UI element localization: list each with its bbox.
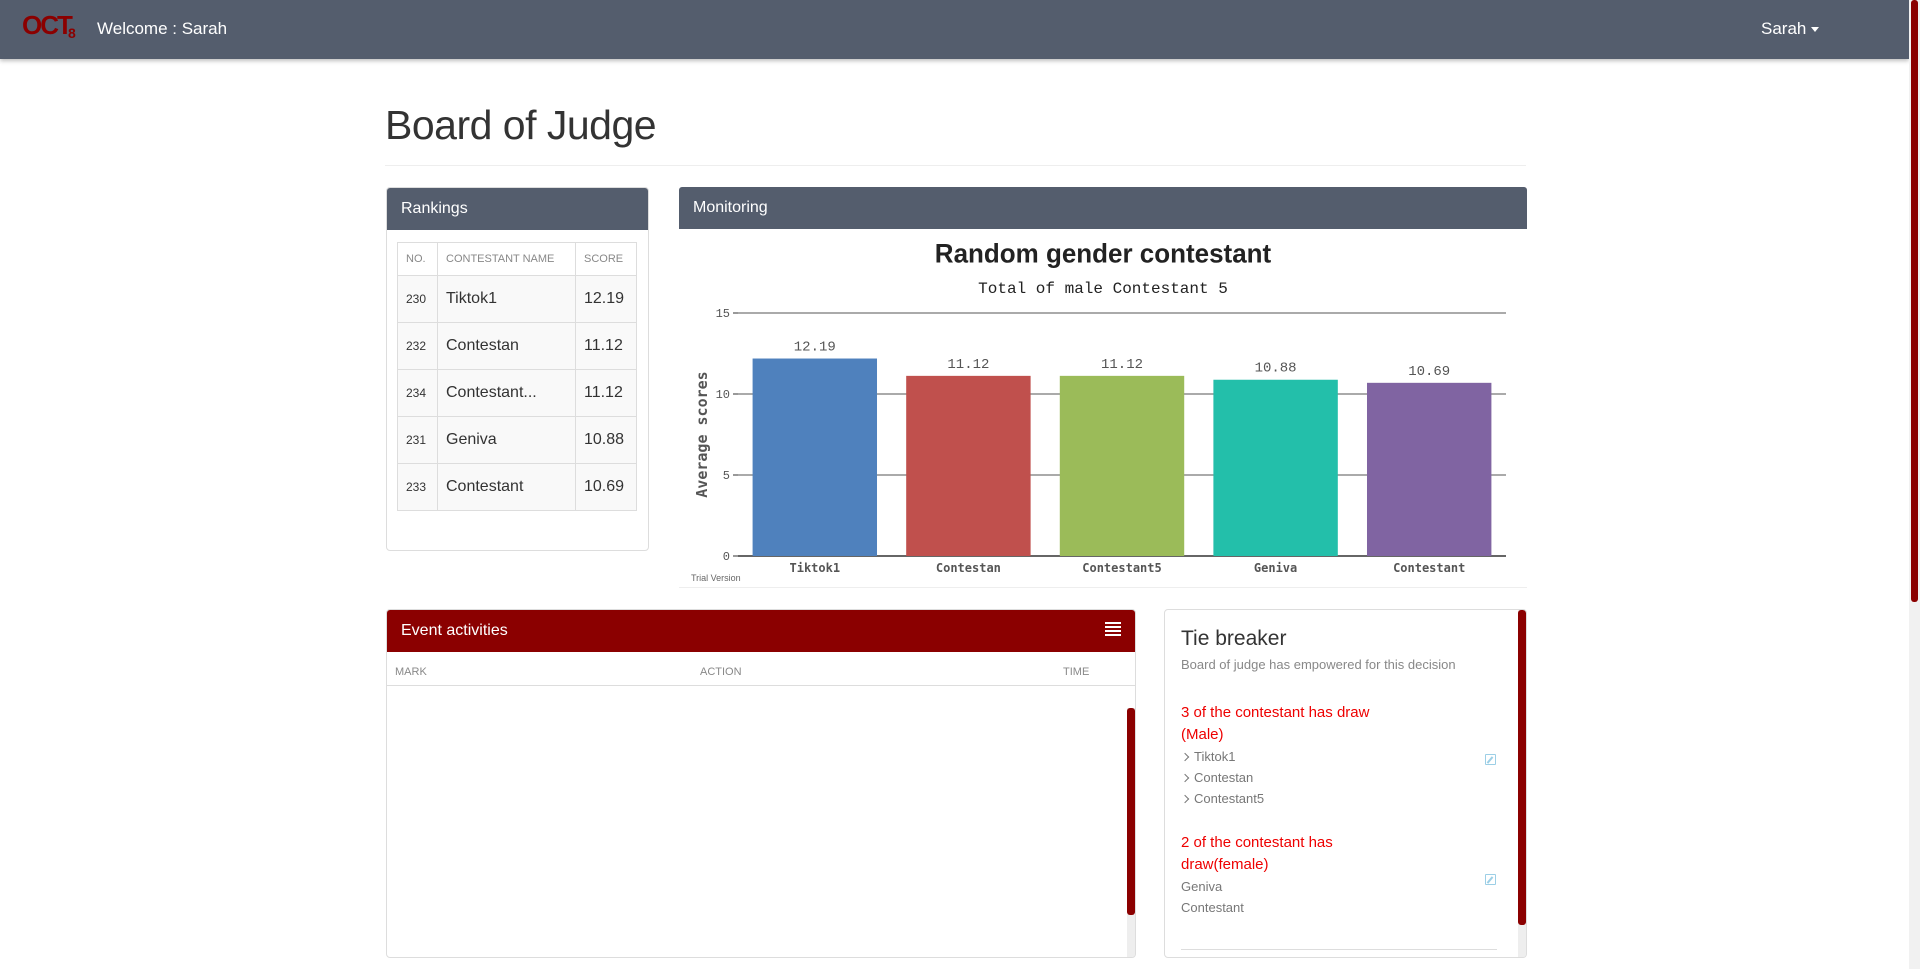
user-name: Sarah (1761, 19, 1807, 38)
chart-divider (679, 587, 1527, 588)
list-item: Contestant (1181, 900, 1244, 915)
col-score: SCORE (575, 242, 637, 276)
col-contestant-name: CONTESTANT NAME (437, 242, 576, 276)
trial-version-watermark: Trial Version (691, 573, 741, 583)
x-tick-label: Contestan (936, 561, 1001, 575)
svg-text:8: 8 (68, 25, 76, 40)
bar (906, 375, 1031, 556)
chevron-right-icon (1180, 773, 1190, 783)
table-row: 234 Contestant... 11.12 (397, 369, 637, 417)
event-columns: MARK ACTION TIME (387, 652, 1135, 686)
row-score: 11.12 (575, 369, 637, 417)
col-action: ACTION (700, 666, 742, 678)
bar-chart: Random gender contestant Total of male Co… (691, 238, 1506, 583)
rankings-table: NO. CONTESTANT NAME SCORE 230 Tiktok1 12.1… (397, 242, 637, 511)
edit-icon[interactable] (1485, 754, 1496, 765)
list-item: Tiktok1 (1180, 746, 1481, 767)
events-scroll-thumb[interactable] (1127, 708, 1135, 915)
draw-item-name: Contestant5 (1194, 791, 1265, 806)
rankings-title: Rankings (387, 188, 648, 230)
table-row: 233 Contestant 10.69 (397, 463, 637, 511)
monitoring-title: Monitoring (679, 187, 1527, 229)
bar (1213, 379, 1338, 556)
tie-breaker-scroll-thumb[interactable] (1518, 610, 1526, 925)
row-name: Contestan (437, 322, 576, 370)
event-activities-header: Event activities (387, 610, 1135, 652)
y-tick-label: 15 (716, 307, 730, 321)
draw-group-title: 3 of the contestant has draw (Male) (1181, 704, 1370, 743)
data-label: 11.12 (947, 357, 989, 373)
data-label: 10.69 (1408, 364, 1450, 380)
data-label: 11.12 (1101, 357, 1143, 373)
event-activities-panel: Event activities MARK ACTION TIME (386, 609, 1136, 958)
table-row: 232 Contestan 11.12 (397, 322, 637, 370)
x-tick-label: Geniva (1254, 561, 1297, 575)
tie-breaker-title: Tie breaker (1181, 627, 1287, 650)
draw-item-name: Tiktok1 (1194, 749, 1236, 764)
tie-breaker-scrollbar[interactable] (1518, 610, 1526, 957)
list-icon[interactable] (1105, 622, 1121, 640)
rankings-panel: Rankings NO. CONTESTANT NAME SCORE 230 Ti… (386, 187, 649, 551)
y-axis-label: Average scores (693, 371, 711, 497)
data-label: 10.88 (1255, 361, 1297, 377)
bar (752, 358, 878, 556)
row-no: 231 (397, 416, 438, 464)
bar (1059, 375, 1185, 556)
row-score: 10.69 (575, 463, 637, 511)
page-scrollbar[interactable] (1909, 0, 1920, 969)
user-menu-dropdown[interactable]: Sarah (1761, 19, 1820, 39)
event-activities-title: Event activities (401, 622, 508, 639)
col-mark: MARK (395, 666, 427, 678)
x-tick-label: Tiktok1 (790, 561, 841, 575)
row-score: 10.88 (575, 416, 637, 464)
row-no: 230 (397, 275, 438, 323)
row-no: 234 (397, 369, 438, 417)
y-tick-label: 0 (723, 550, 730, 564)
page-title: Board of Judge (385, 102, 657, 148)
y-tick-label: 10 (716, 388, 730, 402)
draw-item-name: Contestan (1194, 770, 1254, 785)
page-scroll-thumb[interactable] (1911, 0, 1918, 602)
bar (1366, 382, 1492, 556)
row-name: Contestant... (437, 369, 576, 417)
list-item: Geniva (1181, 879, 1223, 894)
chart-subtitle: Total of male Contestant 5 (978, 280, 1228, 298)
data-label: 12.19 (794, 340, 836, 356)
col-time: TIME (1063, 666, 1090, 678)
tie-divider (1181, 949, 1497, 950)
svg-text:OCT: OCT (22, 10, 73, 40)
events-scrollbar[interactable] (1127, 708, 1135, 957)
chart-title: Random gender contestant (935, 238, 1271, 269)
row-score: 11.12 (575, 322, 637, 370)
draw-group-female: 2 of the contestant has draw(female) Gen… (1181, 832, 1481, 918)
row-name: Tiktok1 (437, 275, 576, 323)
row-score: 12.19 (575, 275, 637, 323)
table-row: 230 Tiktok1 12.19 (397, 275, 637, 323)
row-name: Contestant (437, 463, 576, 511)
top-navbar: OCT 8 Welcome : Sarah Sarah (0, 0, 1909, 59)
caret-down-icon (1811, 27, 1820, 33)
draw-group-title: 2 of the contestant has draw(female) (1181, 834, 1333, 873)
chevron-right-icon (1180, 794, 1190, 804)
row-name: Geniva (437, 416, 576, 464)
logo[interactable]: OCT 8 (22, 10, 80, 40)
table-row: 231 Geniva 10.88 (397, 416, 637, 464)
chevron-right-icon (1180, 752, 1190, 762)
tie-breaker-panel: Tie breaker Board of judge has empowered… (1164, 609, 1527, 958)
y-tick-label: 5 (723, 469, 730, 483)
list-item: Contestant5 (1180, 788, 1481, 809)
tie-breaker-subtitle: Board of judge has empowered for this de… (1181, 657, 1456, 672)
welcome-text: Welcome : Sarah (97, 19, 228, 38)
row-no: 233 (397, 463, 438, 511)
x-tick-label: Contestant (1393, 561, 1465, 575)
row-no: 232 (397, 322, 438, 370)
title-divider (385, 165, 1526, 166)
x-tick-label: Contestant5 (1082, 561, 1161, 575)
draw-group-male: 3 of the contestant has draw (Male) Tikt… (1180, 702, 1481, 809)
monitoring-panel: Monitoring Random gender contestant Total… (679, 187, 1527, 588)
edit-icon[interactable] (1485, 874, 1496, 885)
list-item: Contestan (1180, 767, 1481, 788)
col-no: NO. (397, 242, 438, 276)
